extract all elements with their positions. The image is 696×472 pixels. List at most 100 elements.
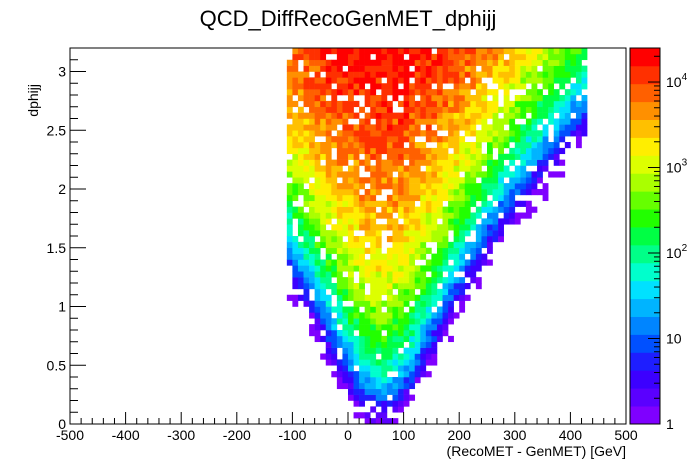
heatmap-bin bbox=[459, 294, 466, 301]
heatmap-bin bbox=[398, 300, 404, 307]
heatmap-bin bbox=[559, 130, 566, 137]
heatmap-bin bbox=[425, 218, 432, 225]
heatmap-bin bbox=[514, 200, 521, 207]
heatmap-bin bbox=[436, 212, 443, 219]
heatmap-bin bbox=[309, 112, 315, 119]
heatmap-bin bbox=[320, 153, 327, 160]
heatmap-bin bbox=[420, 371, 427, 378]
heatmap-bin bbox=[381, 335, 388, 343]
heatmap-bin bbox=[398, 353, 404, 360]
heatmap-bin bbox=[386, 71, 393, 78]
heatmap-bin bbox=[314, 189, 321, 196]
heatmap-bin bbox=[286, 106, 293, 113]
heatmap-bin bbox=[531, 106, 538, 113]
heatmap-bin bbox=[297, 95, 304, 102]
heatmap-bin bbox=[414, 347, 421, 354]
heatmap-bin bbox=[292, 259, 299, 266]
heatmap-bin bbox=[392, 283, 399, 290]
heatmap-bin bbox=[425, 136, 432, 143]
heatmap-bin bbox=[320, 177, 327, 184]
heatmap-bin bbox=[314, 71, 321, 78]
heatmap-bin bbox=[409, 241, 416, 249]
heatmap-bin bbox=[470, 247, 477, 254]
heatmap-bin bbox=[425, 106, 432, 113]
heatmap-bin bbox=[348, 89, 354, 96]
heatmap-bin bbox=[314, 247, 321, 254]
heatmap-bin bbox=[331, 71, 338, 78]
heatmap-bin bbox=[392, 95, 399, 102]
heatmap-bin bbox=[475, 277, 482, 284]
heatmap-bin bbox=[453, 48, 460, 55]
heatmap-bin bbox=[548, 147, 555, 155]
heatmap-bin bbox=[381, 136, 388, 143]
heatmap-bin bbox=[548, 95, 555, 102]
heatmap-bin bbox=[297, 283, 304, 290]
heatmap-bin bbox=[392, 341, 399, 348]
heatmap-bin bbox=[309, 130, 315, 137]
heatmap-bin bbox=[564, 65, 571, 72]
heatmap-bin bbox=[392, 53, 399, 61]
heatmap-bin bbox=[570, 130, 577, 137]
heatmap-bin bbox=[436, 100, 443, 108]
heatmap-bin bbox=[392, 241, 399, 249]
heatmap-bin bbox=[453, 130, 460, 137]
heatmap-bin bbox=[348, 200, 354, 207]
heatmap-bin bbox=[470, 83, 477, 90]
heatmap-bin bbox=[370, 259, 377, 266]
heatmap-bin bbox=[514, 177, 521, 184]
heatmap-bin bbox=[292, 277, 299, 284]
heatmap-bin bbox=[375, 59, 382, 66]
heatmap-bin bbox=[481, 224, 488, 231]
heatmap-bin bbox=[442, 89, 449, 96]
heatmap-bin bbox=[459, 183, 466, 190]
heatmap-bin bbox=[286, 212, 293, 219]
heatmap-bin bbox=[325, 112, 332, 119]
heatmap-bin bbox=[553, 77, 560, 84]
heatmap-bin bbox=[520, 165, 527, 172]
heatmap-bin bbox=[537, 171, 543, 178]
heatmap-bin bbox=[514, 65, 521, 72]
heatmap-bin bbox=[375, 412, 382, 419]
heatmap-bin bbox=[448, 300, 454, 307]
heatmap-bin bbox=[370, 247, 377, 254]
heatmap-bin bbox=[448, 288, 454, 296]
heatmap-bin bbox=[359, 71, 365, 78]
heatmap-bin bbox=[475, 53, 482, 61]
heatmap-bin bbox=[503, 95, 510, 102]
heatmap-bin bbox=[297, 83, 304, 90]
heatmap-bin bbox=[509, 112, 516, 119]
heatmap-bin bbox=[353, 306, 360, 313]
heatmap-bin bbox=[398, 200, 404, 207]
heatmap-bin bbox=[420, 106, 427, 113]
heatmap-bin bbox=[353, 288, 360, 296]
heatmap-bin bbox=[364, 77, 371, 84]
heatmap-bin bbox=[442, 277, 449, 284]
heatmap-bin bbox=[370, 106, 377, 113]
heatmap-bin bbox=[386, 100, 393, 108]
heatmap-bin bbox=[464, 230, 471, 237]
heatmap-bin bbox=[403, 359, 410, 366]
heatmap-bin bbox=[564, 106, 571, 113]
heatmap-bin bbox=[481, 177, 488, 184]
heatmap-bin bbox=[498, 124, 504, 131]
heatmap-bin bbox=[331, 177, 338, 184]
heatmap-bin bbox=[470, 277, 477, 284]
heatmap-bin bbox=[409, 189, 416, 196]
heatmap-bin bbox=[292, 142, 299, 149]
heatmap-bin bbox=[459, 253, 466, 260]
heatmap-bin bbox=[475, 194, 482, 202]
heatmap-bin bbox=[514, 136, 521, 143]
heatmap-bin bbox=[498, 83, 504, 90]
heatmap-bin bbox=[464, 200, 471, 207]
heatmap-bin bbox=[464, 142, 471, 149]
heatmap-bin bbox=[370, 48, 377, 55]
heatmap-bin bbox=[353, 300, 360, 307]
heatmap-bin bbox=[436, 89, 443, 96]
heatmap-bin bbox=[564, 71, 571, 78]
heatmap-bin bbox=[548, 65, 555, 72]
heatmap-bin bbox=[392, 335, 399, 343]
heatmap-bin bbox=[353, 189, 360, 196]
heatmap-bin bbox=[453, 253, 460, 260]
heatmap-bin bbox=[331, 318, 338, 325]
heatmap-bin bbox=[364, 130, 371, 137]
